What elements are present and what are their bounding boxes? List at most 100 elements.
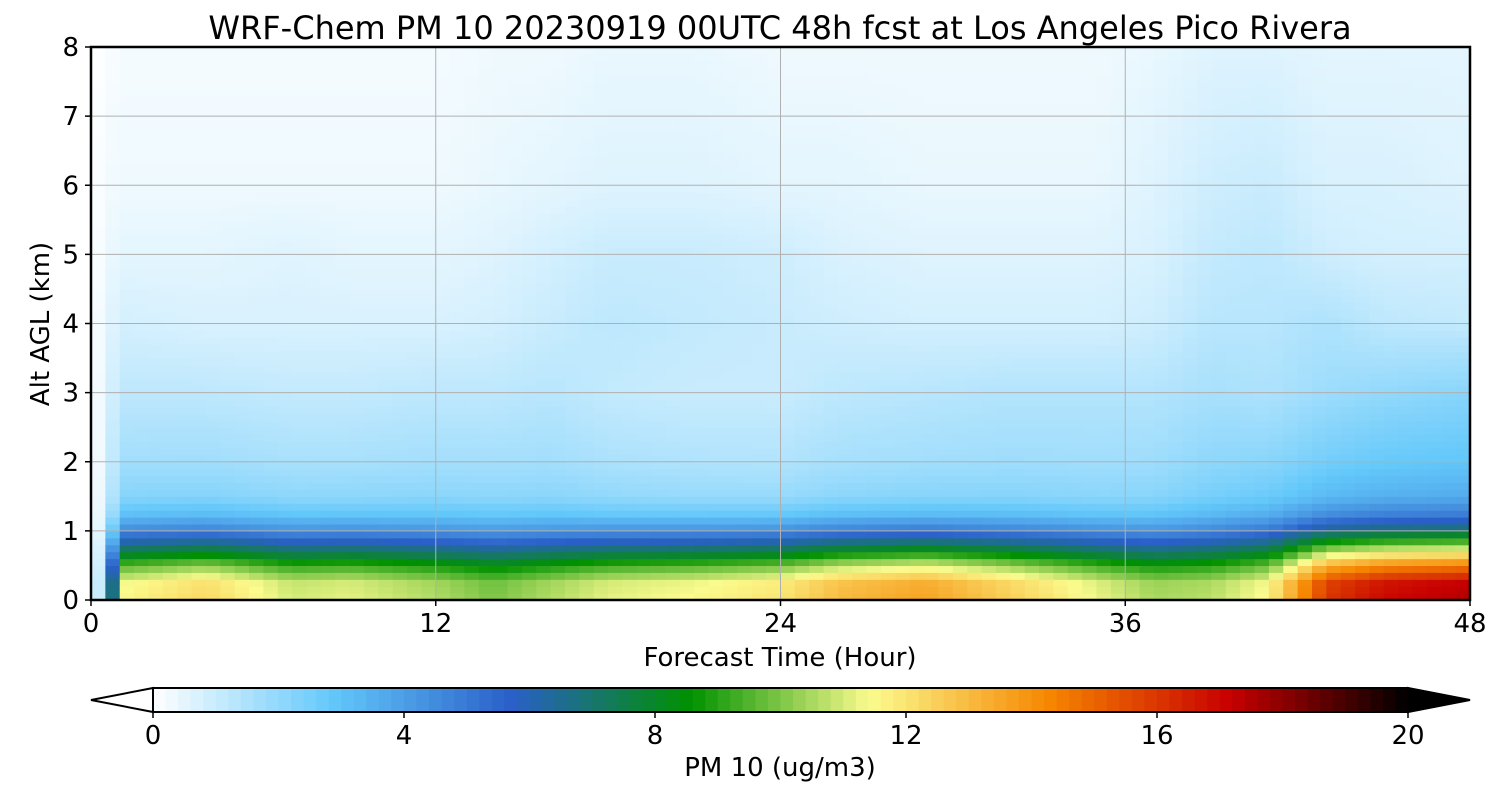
heatmap-cell (708, 399, 724, 408)
heatmap-cell (363, 275, 379, 283)
heatmap-cell (177, 123, 193, 131)
heatmap-cell (967, 53, 983, 62)
heatmap-cell (507, 364, 523, 373)
heatmap-cell (837, 420, 853, 428)
heatmap-cell (766, 537, 782, 546)
heatmap-cell (924, 102, 940, 110)
heatmap-cell (464, 74, 480, 83)
heatmap-cell (249, 88, 264, 96)
heatmap-cell (952, 171, 968, 179)
heatmap-cell (723, 178, 738, 186)
heatmap-cell (119, 503, 135, 511)
heatmap-cell (421, 364, 437, 373)
heatmap-cell (967, 364, 983, 373)
heatmap-cell (335, 116, 351, 124)
heatmap-cell (895, 67, 911, 76)
heatmap-cell (565, 565, 580, 573)
heatmap-cell (766, 441, 782, 449)
heatmap-cell (550, 344, 566, 352)
heatmap-cell (766, 74, 782, 83)
heatmap-cell (809, 268, 825, 276)
heatmap-cell (694, 316, 710, 325)
heatmap-cell (478, 81, 494, 90)
heatmap-cell (823, 565, 839, 573)
heatmap-cell (909, 441, 925, 449)
heatmap-cell (909, 323, 925, 332)
heatmap-cell (292, 537, 308, 546)
heatmap-cell (723, 88, 738, 96)
heatmap-cell (521, 385, 537, 394)
heatmap-cell (895, 392, 911, 401)
heatmap-cell (91, 593, 106, 601)
heatmap-cell (723, 199, 738, 207)
heatmap-cell (148, 482, 164, 490)
heatmap-cell (679, 503, 695, 511)
heatmap-cell (809, 551, 825, 560)
heatmap-cell (292, 565, 308, 573)
heatmap-cell (708, 178, 724, 186)
heatmap-cell (751, 434, 767, 442)
heatmap-cell (679, 482, 695, 490)
heatmap-cell (119, 143, 135, 152)
heatmap-cell (507, 129, 523, 138)
heatmap-cell (363, 358, 379, 366)
heatmap-cell (636, 226, 652, 235)
heatmap-cell (837, 109, 853, 117)
heatmap-cell (320, 586, 336, 594)
heatmap-cell (823, 150, 839, 159)
heatmap-cell (335, 434, 351, 442)
heatmap-cell (536, 102, 552, 110)
heatmap-cell (134, 129, 150, 138)
heatmap-cell (450, 434, 466, 442)
heatmap-cell (723, 392, 738, 401)
heatmap-cell (378, 164, 394, 173)
heatmap-cell (119, 129, 135, 138)
heatmap-cell (464, 47, 480, 55)
heatmap-cell (565, 254, 580, 262)
heatmap-cell (794, 565, 810, 573)
heatmap-cell (565, 530, 580, 539)
heatmap-cell (450, 351, 466, 359)
heatmap-cell (263, 282, 279, 290)
heatmap-cell (579, 67, 595, 76)
heatmap-cell (277, 447, 293, 456)
heatmap-cell (665, 199, 681, 207)
heatmap-cell (148, 517, 164, 525)
heatmap-cell (220, 129, 236, 138)
heatmap-cell (407, 434, 422, 442)
heatmap-cell (220, 60, 236, 69)
heatmap-cell (177, 371, 193, 380)
heatmap-cell (823, 309, 839, 318)
heatmap-cell (205, 282, 221, 290)
heatmap-cell (751, 129, 767, 138)
heatmap-cell (191, 109, 207, 117)
heatmap-cell (780, 157, 796, 166)
heatmap-cell (450, 123, 466, 131)
heatmap-cell (521, 364, 537, 373)
heatmap-cell (565, 109, 580, 117)
heatmap-cell (794, 441, 810, 449)
heatmap-cell (967, 171, 983, 179)
heatmap-cell (679, 517, 695, 525)
heatmap-cell (191, 302, 207, 311)
heatmap-cell (205, 406, 221, 414)
heatmap-cell (967, 81, 983, 90)
heatmap-cell (119, 185, 135, 193)
heatmap-cell (536, 586, 552, 594)
heatmap-cell (852, 523, 868, 532)
heatmap-cell (636, 309, 652, 318)
heatmap-cell (866, 309, 882, 318)
heatmap-cell (579, 171, 595, 179)
heatmap-cell (220, 226, 236, 235)
heatmap-cell (177, 164, 193, 173)
heatmap-cell (780, 74, 796, 83)
heatmap-cell (91, 275, 106, 283)
heatmap-cell (378, 489, 394, 497)
heatmap-cell (909, 593, 925, 601)
heatmap-cell (234, 282, 250, 290)
heatmap-cell (363, 323, 379, 332)
heatmap-cell (766, 447, 782, 456)
heatmap-cell (837, 47, 853, 55)
heatmap-cell (708, 123, 724, 131)
heatmap-cell (823, 558, 839, 567)
